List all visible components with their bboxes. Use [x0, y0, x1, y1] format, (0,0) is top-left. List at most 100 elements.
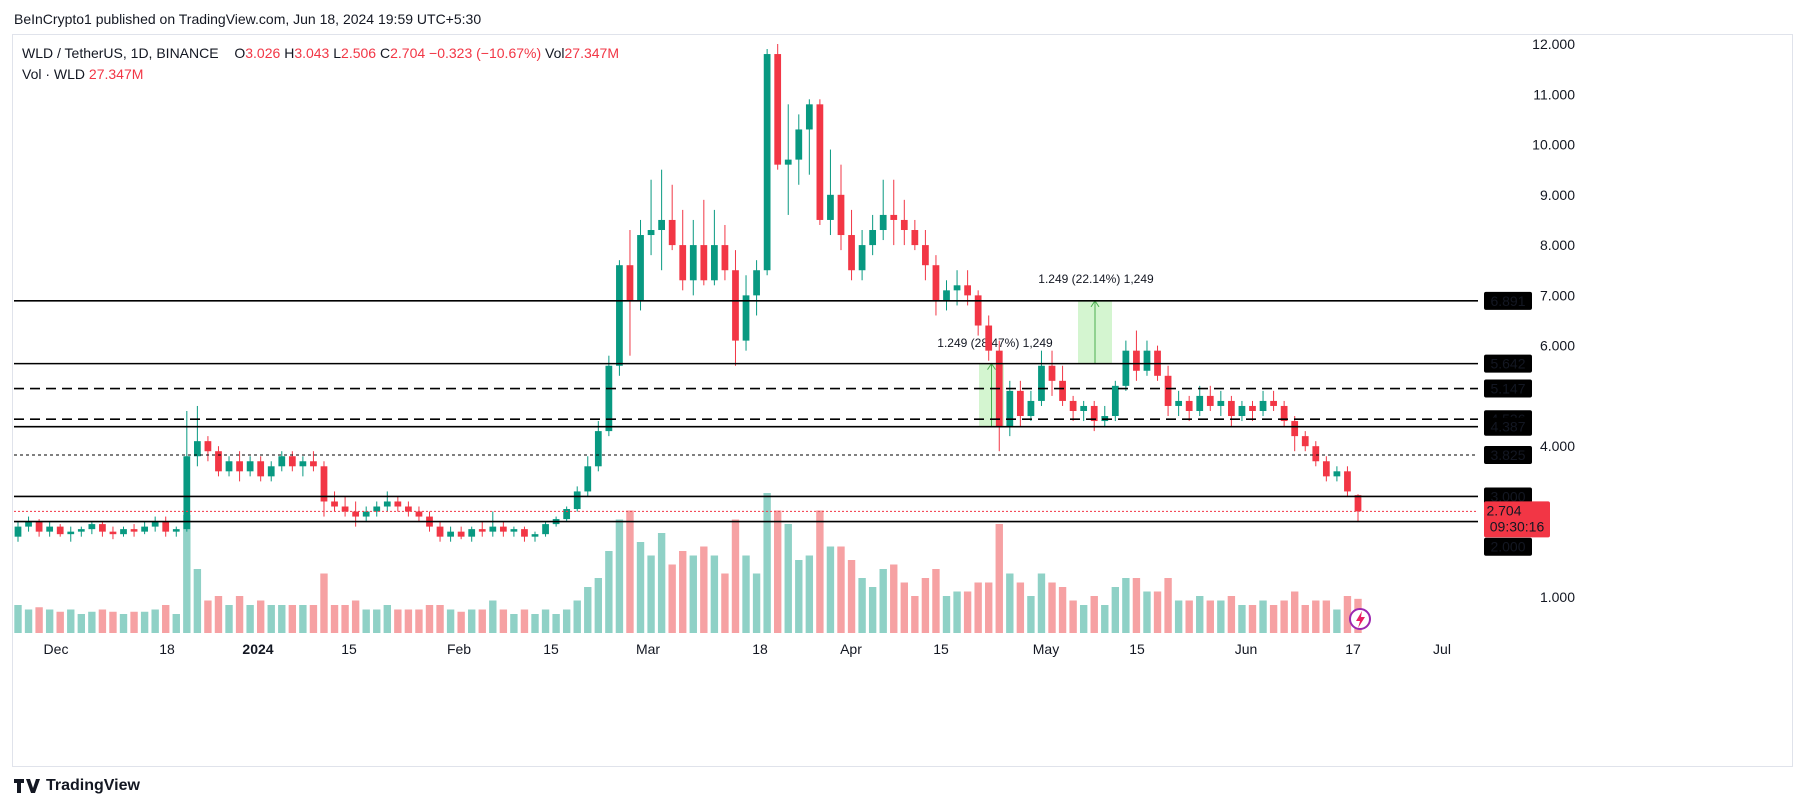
- candle-body[interactable]: [362, 511, 370, 517]
- candle-body[interactable]: [109, 531, 117, 535]
- candle-body[interactable]: [1059, 380, 1066, 401]
- candle-body[interactable]: [236, 461, 243, 472]
- candle-body[interactable]: [499, 526, 507, 532]
- candle-body[interactable]: [246, 461, 254, 472]
- candle-body[interactable]: [837, 194, 845, 236]
- candle-body[interactable]: [531, 534, 539, 537]
- candle-body[interactable]: [383, 501, 391, 507]
- candle-body[interactable]: [436, 526, 444, 537]
- candle-body[interactable]: [637, 235, 644, 301]
- candle-body[interactable]: [14, 526, 22, 537]
- candle-body[interactable]: [120, 529, 127, 535]
- candle-body[interactable]: [1217, 400, 1225, 406]
- candle-body[interactable]: [1175, 400, 1183, 406]
- candle-body[interactable]: [56, 526, 64, 535]
- candle-body[interactable]: [278, 456, 286, 467]
- candle-body[interactable]: [1249, 405, 1256, 411]
- candle-body[interactable]: [510, 529, 518, 532]
- candle-body[interactable]: [858, 245, 866, 271]
- candle-body[interactable]: [953, 285, 961, 291]
- candle-body[interactable]: [489, 526, 497, 532]
- candle-body[interactable]: [341, 506, 349, 512]
- candle-body[interactable]: [1133, 350, 1140, 371]
- candle-body[interactable]: [626, 265, 634, 301]
- candle-body[interactable]: [584, 466, 592, 492]
- candle-body[interactable]: [25, 521, 32, 527]
- candle-body[interactable]: [573, 491, 581, 510]
- candle-body[interactable]: [77, 529, 85, 532]
- candle-body[interactable]: [288, 456, 296, 467]
- candle-body[interactable]: [848, 235, 855, 271]
- candle-body[interactable]: [172, 529, 180, 532]
- candle-body[interactable]: [35, 521, 43, 532]
- candle-body[interactable]: [447, 531, 454, 537]
- candle-body[interactable]: [478, 529, 486, 532]
- candle-body[interactable]: [816, 104, 824, 220]
- candle-body[interactable]: [310, 461, 317, 467]
- tradingview-brand[interactable]: TradingView: [14, 777, 140, 795]
- candle-body[interactable]: [879, 214, 887, 231]
- candle-body[interactable]: [679, 245, 687, 281]
- candle-body[interactable]: [647, 230, 655, 236]
- candle-body[interactable]: [88, 524, 96, 530]
- candle-body[interactable]: [1322, 461, 1330, 477]
- candle-body[interactable]: [805, 104, 813, 130]
- candle-body[interactable]: [869, 230, 877, 246]
- candle-body[interactable]: [911, 230, 919, 246]
- candle-body[interactable]: [162, 521, 170, 532]
- candle-body[interactable]: [1291, 421, 1299, 437]
- candle-body[interactable]: [943, 290, 950, 301]
- candle-body[interactable]: [721, 245, 729, 271]
- candle-body[interactable]: [922, 245, 929, 266]
- candle-body[interactable]: [257, 461, 265, 477]
- candle-body[interactable]: [900, 219, 908, 231]
- candle-body[interactable]: [763, 54, 771, 271]
- candle-body[interactable]: [605, 365, 613, 432]
- candle-body[interactable]: [331, 501, 338, 507]
- candle-body[interactable]: [985, 325, 993, 351]
- candle-body[interactable]: [204, 441, 212, 452]
- candle-body[interactable]: [141, 526, 148, 532]
- candle-body[interactable]: [1006, 390, 1014, 427]
- candle-body[interactable]: [468, 529, 476, 537]
- candle-body[interactable]: [1270, 400, 1277, 406]
- candle-body[interactable]: [151, 521, 159, 527]
- candle-body[interactable]: [1228, 400, 1235, 417]
- candle-body[interactable]: [542, 524, 549, 535]
- candle-body[interactable]: [130, 529, 138, 532]
- candle-body[interactable]: [1080, 405, 1088, 411]
- candle-body[interactable]: [711, 245, 718, 281]
- volume-series-label[interactable]: Vol · WLD: [22, 66, 86, 82]
- candle-body[interactable]: [320, 466, 328, 502]
- candle-body[interactable]: [1301, 436, 1309, 447]
- candle-body[interactable]: [394, 501, 402, 507]
- candle-body[interactable]: [521, 529, 528, 537]
- candle-body[interactable]: [1354, 495, 1362, 512]
- candle-body[interactable]: [225, 461, 233, 472]
- candle-body[interactable]: [215, 451, 222, 472]
- candle-body[interactable]: [616, 265, 623, 366]
- candle-body[interactable]: [1206, 395, 1214, 406]
- candle-body[interactable]: [415, 511, 423, 517]
- candle-body[interactable]: [99, 524, 106, 532]
- candle-body[interactable]: [890, 214, 898, 220]
- candle-body[interactable]: [689, 245, 697, 281]
- candle-body[interactable]: [1164, 375, 1172, 406]
- candle-body[interactable]: [1027, 400, 1035, 417]
- candle-body[interactable]: [1185, 400, 1193, 411]
- candle-body[interactable]: [183, 456, 191, 530]
- candle-body[interactable]: [732, 270, 739, 341]
- candle-body[interactable]: [1111, 385, 1119, 417]
- candle-body[interactable]: [46, 526, 54, 532]
- symbol-label[interactable]: WLD / TetherUS, 1D, BINANCE: [22, 45, 219, 61]
- candle-body[interactable]: [1048, 365, 1056, 381]
- candle-body[interactable]: [974, 295, 982, 326]
- candle-body[interactable]: [964, 285, 971, 296]
- candle-body[interactable]: [193, 441, 201, 457]
- candle-body[interactable]: [1333, 471, 1341, 477]
- candle-body[interactable]: [405, 506, 412, 512]
- candle-body[interactable]: [373, 506, 381, 512]
- candle-body[interactable]: [1016, 390, 1024, 417]
- candle-body[interactable]: [658, 219, 665, 231]
